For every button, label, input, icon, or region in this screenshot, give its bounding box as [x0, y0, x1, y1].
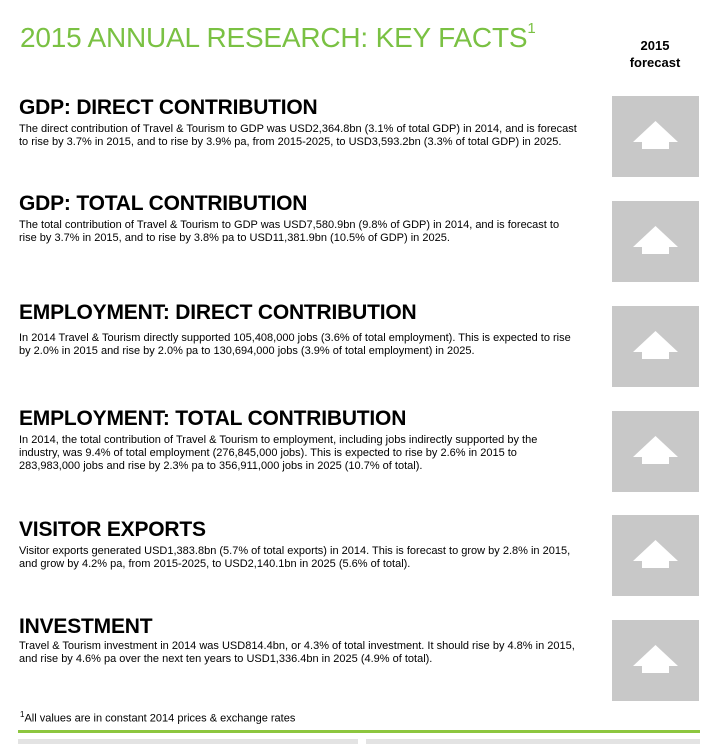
- section-visitor-exports: VISITOR EXPORTS Visitor exports generate…: [19, 518, 579, 571]
- forecast-column-label: 2015 forecast: [629, 38, 681, 70]
- section-text: The direct contribution of Travel & Tour…: [19, 123, 577, 148]
- section-employment-direct: EMPLOYMENT: DIRECT CONTRIBUTION In 2014 …: [19, 301, 579, 358]
- section-investment: INVESTMENT Travel & Tourism investment i…: [19, 615, 579, 666]
- forecast-indicator-investment: [612, 620, 699, 701]
- section-gdp-direct: GDP: DIRECT CONTRIBUTION The direct cont…: [19, 96, 579, 149]
- footnote-marker: 1: [20, 710, 25, 719]
- footer-bar-right: [366, 739, 700, 744]
- forecast-indicator-employment-total: [612, 411, 699, 492]
- title-footnote-marker: 1: [527, 19, 536, 37]
- up-arrow-icon: [633, 436, 678, 464]
- section-text: In 2014, the total contribution of Trave…: [19, 434, 538, 472]
- up-arrow-icon: [633, 331, 678, 359]
- footer-bar-left: [18, 739, 358, 744]
- up-arrow-icon: [633, 645, 678, 673]
- up-arrow-icon: [633, 121, 678, 149]
- up-arrow-icon: [633, 226, 678, 254]
- section-heading: GDP: TOTAL CONTRIBUTION: [19, 192, 308, 215]
- section-gdp-total: GDP: TOTAL CONTRIBUTION The total contri…: [19, 192, 579, 245]
- forecast-indicator-employment-direct: [612, 306, 699, 387]
- forecast-indicator-visitor-exports: [612, 515, 699, 596]
- forecast-indicator-gdp-direct: [612, 96, 699, 177]
- section-text: In 2014 Travel & Tourism directly suppor…: [19, 332, 571, 357]
- section-text: Travel & Tourism investment in 2014 was …: [19, 640, 575, 665]
- up-arrow-icon: [633, 540, 678, 568]
- forecast-indicator-gdp-total: [612, 201, 699, 282]
- footer-divider: [18, 730, 700, 733]
- section-text: Visitor exports generated USD1,383.8bn (…: [19, 545, 571, 570]
- section-heading: EMPLOYMENT: TOTAL CONTRIBUTION: [19, 407, 407, 430]
- section-heading: GDP: DIRECT CONTRIBUTION: [19, 96, 318, 119]
- page-title: 2015 ANNUAL RESEARCH: KEY FACTS1: [20, 19, 536, 53]
- section-heading: EMPLOYMENT: DIRECT CONTRIBUTION: [19, 301, 417, 324]
- section-heading: INVESTMENT: [19, 615, 153, 638]
- section-text: The total contribution of Travel & Touri…: [19, 219, 560, 244]
- footnote: 1All values are in constant 2014 prices …: [20, 710, 296, 725]
- section-heading: VISITOR EXPORTS: [19, 518, 206, 541]
- section-employment-total: EMPLOYMENT: TOTAL CONTRIBUTION In 2014, …: [19, 407, 579, 473]
